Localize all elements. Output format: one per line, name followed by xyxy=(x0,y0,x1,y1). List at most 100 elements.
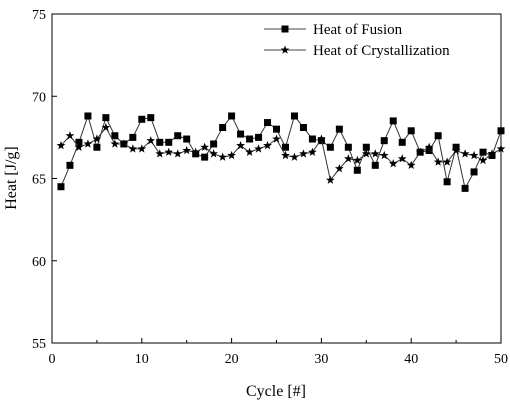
data-point-heat-of-fusion xyxy=(461,184,469,192)
data-point-heat-of-crystallization xyxy=(245,147,254,156)
data-point-heat-of-fusion xyxy=(273,125,280,133)
data-point-heat-of-crystallization xyxy=(299,149,308,158)
ticks-layer: 0 10 20 30 40 50 55 60 65 70 75 xyxy=(32,8,508,367)
x-tick-label: 20 xyxy=(225,352,239,367)
data-point-heat-of-fusion xyxy=(264,119,272,127)
data-point-heat-of-fusion xyxy=(479,148,487,156)
data-point-heat-of-crystallization xyxy=(74,142,84,151)
data-point-heat-of-crystallization xyxy=(433,157,443,166)
data-point-heat-of-crystallization xyxy=(460,149,470,158)
data-point-heat-of-fusion xyxy=(102,114,110,122)
data-point-heat-of-fusion xyxy=(156,138,164,146)
data-point-heat-of-crystallization xyxy=(496,144,506,153)
data-point-heat-of-crystallization xyxy=(334,164,344,173)
data-point-heat-of-fusion xyxy=(425,147,433,155)
data-point-heat-of-crystallization xyxy=(415,147,425,156)
data-point-heat-of-fusion xyxy=(434,132,442,140)
data-point-heat-of-fusion xyxy=(147,114,155,122)
data-point-heat-of-fusion xyxy=(75,138,83,146)
data-point-heat-of-crystallization xyxy=(451,145,461,155)
data-point-heat-of-fusion xyxy=(111,132,119,140)
data-point-heat-of-crystallization xyxy=(191,147,201,156)
x-tick-label: 30 xyxy=(314,352,328,367)
data-point-heat-of-fusion xyxy=(398,138,406,146)
data-point-heat-of-fusion xyxy=(93,143,101,151)
data-point-heat-of-crystallization xyxy=(379,150,389,160)
legend-label-heat-of-crystallization: Heat of Crystallization xyxy=(313,43,450,59)
data-point-heat-of-crystallization xyxy=(128,144,138,153)
data-point-heat-of-fusion xyxy=(237,130,245,138)
y-tick-label: 55 xyxy=(32,337,46,352)
data-point-heat-of-crystallization xyxy=(92,134,102,143)
data-point-heat-of-crystallization xyxy=(110,139,120,148)
data-point-heat-of-fusion xyxy=(228,112,236,120)
data-point-heat-of-crystallization xyxy=(182,145,192,155)
data-point-heat-of-crystallization xyxy=(173,149,183,158)
legend: Heat of Fusion Heat of Crystallization xyxy=(264,22,450,59)
data-point-heat-of-crystallization xyxy=(397,154,407,163)
data-point-heat-of-fusion xyxy=(470,168,478,176)
data-point-heat-of-fusion xyxy=(281,143,289,151)
data-point-heat-of-crystallization xyxy=(343,154,353,163)
series-layer xyxy=(56,112,506,192)
data-point-heat-of-crystallization xyxy=(101,122,111,132)
y-tick-label: 75 xyxy=(32,8,46,23)
plot-frame xyxy=(51,13,502,344)
data-point-heat-of-crystallization xyxy=(263,141,272,150)
data-point-heat-of-fusion xyxy=(380,137,388,145)
data-point-heat-of-crystallization xyxy=(137,144,147,153)
data-point-heat-of-crystallization xyxy=(209,149,219,158)
data-point-heat-of-fusion xyxy=(57,183,65,191)
data-point-heat-of-crystallization xyxy=(227,150,236,160)
data-point-heat-of-fusion xyxy=(219,124,227,132)
x-tick-label: 0 xyxy=(49,352,56,367)
x-tick-label: 40 xyxy=(404,352,418,367)
data-point-heat-of-fusion xyxy=(84,112,92,120)
data-point-heat-of-crystallization xyxy=(200,142,210,151)
data-point-heat-of-fusion xyxy=(290,112,298,120)
data-point-heat-of-crystallization xyxy=(83,139,93,148)
data-point-heat-of-fusion xyxy=(362,143,370,151)
data-point-heat-of-fusion xyxy=(407,127,415,135)
data-point-heat-of-crystallization xyxy=(119,139,129,148)
data-point-heat-of-fusion xyxy=(371,161,379,169)
x-tick-label: 50 xyxy=(494,352,508,367)
data-point-heat-of-fusion xyxy=(335,125,343,133)
data-point-heat-of-fusion xyxy=(129,133,137,141)
data-point-heat-of-crystallization xyxy=(352,155,362,165)
legend-marker-heat-of-crystallization xyxy=(280,45,290,54)
data-point-heat-of-fusion xyxy=(497,127,505,135)
data-point-heat-of-fusion xyxy=(246,135,254,143)
y-tick-label: 60 xyxy=(32,255,46,270)
data-point-heat-of-fusion xyxy=(165,138,173,146)
data-point-heat-of-crystallization xyxy=(326,175,335,184)
data-point-heat-of-crystallization xyxy=(487,149,497,158)
x-tick-label: 10 xyxy=(135,352,149,367)
data-point-heat-of-crystallization xyxy=(218,152,227,161)
data-point-heat-of-crystallization xyxy=(442,157,452,166)
y-tick-label: 65 xyxy=(32,173,46,188)
data-point-heat-of-fusion xyxy=(255,133,263,141)
data-point-heat-of-fusion xyxy=(308,135,316,143)
data-point-heat-of-crystallization xyxy=(478,155,488,165)
data-point-heat-of-fusion xyxy=(201,153,209,161)
data-point-heat-of-fusion xyxy=(326,143,334,151)
data-point-heat-of-crystallization xyxy=(370,149,380,158)
y-tick-label: 70 xyxy=(32,90,46,105)
data-point-heat-of-crystallization xyxy=(388,159,398,168)
data-point-heat-of-crystallization xyxy=(146,136,156,145)
y-axis-label: Heat [J/g] xyxy=(3,146,20,210)
data-point-heat-of-crystallization xyxy=(65,131,75,140)
data-point-heat-of-fusion xyxy=(443,178,451,186)
legend-label-heat-of-fusion: Heat of Fusion xyxy=(313,22,403,38)
data-point-heat-of-fusion xyxy=(66,161,74,169)
data-point-heat-of-crystallization xyxy=(469,150,479,160)
data-point-heat-of-crystallization xyxy=(254,144,263,153)
data-point-heat-of-fusion xyxy=(389,117,397,125)
series-line-heat-of-fusion xyxy=(60,114,502,190)
data-point-heat-of-crystallization xyxy=(155,149,165,158)
data-point-heat-of-crystallization xyxy=(56,141,66,150)
data-point-heat-of-crystallization xyxy=(236,141,245,150)
legend-marker-heat-of-fusion xyxy=(281,25,289,33)
